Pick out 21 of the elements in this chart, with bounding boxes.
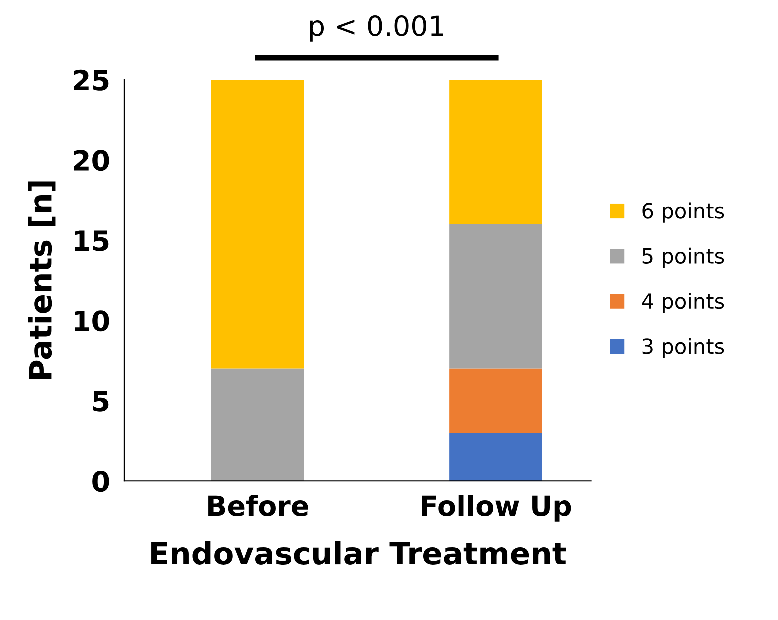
x-axis-title: Endovascular Treatment [152, 541, 566, 565]
bar [211, 80, 304, 369]
legend-label: 6 points [642, 202, 724, 223]
x-tick-label: Follow Up [422, 495, 572, 522]
legend-label: 4 points [642, 293, 724, 314]
bar [450, 224, 542, 369]
y-tick-label: 0 [92, 471, 110, 492]
y-tick-label: 15 [75, 230, 109, 252]
legend-label: 3 points [642, 338, 724, 358]
bar [450, 432, 542, 482]
bar [450, 368, 542, 433]
legend-label: 5 points [642, 248, 724, 268]
y-tick-label: 20 [74, 150, 110, 172]
y-tick-label: 10 [75, 310, 110, 332]
bar [450, 80, 542, 224]
text: p < 0.001 [310, 15, 444, 42]
bar [211, 368, 304, 482]
y-axis-title: Patients [n] [28, 182, 56, 380]
y-tick-label: 25 [74, 70, 109, 91]
x-tick-label: Before [208, 495, 308, 517]
y-tick-label: 5 [93, 391, 109, 412]
